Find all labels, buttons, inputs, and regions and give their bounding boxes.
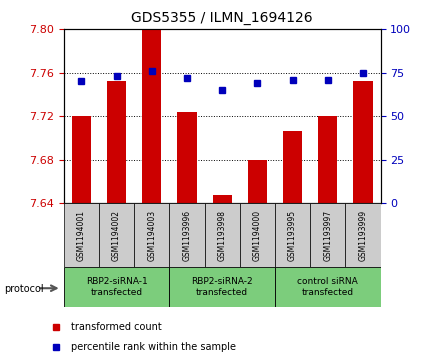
Bar xyxy=(134,203,169,267)
Text: percentile rank within the sample: percentile rank within the sample xyxy=(71,342,236,352)
Bar xyxy=(310,203,345,267)
Bar xyxy=(353,81,373,203)
Text: transformed count: transformed count xyxy=(71,322,162,332)
Bar xyxy=(240,203,275,267)
Text: GSM1194002: GSM1194002 xyxy=(112,209,121,261)
Text: GSM1193996: GSM1193996 xyxy=(183,209,191,261)
Bar xyxy=(64,203,99,267)
Bar xyxy=(275,267,381,307)
Bar xyxy=(318,116,337,203)
Bar xyxy=(99,203,134,267)
Text: RBP2-siRNA-1
transfected: RBP2-siRNA-1 transfected xyxy=(86,277,147,297)
Text: GSM1194003: GSM1194003 xyxy=(147,209,156,261)
Text: RBP2-siRNA-2
transfected: RBP2-siRNA-2 transfected xyxy=(191,277,253,297)
Bar xyxy=(205,203,240,267)
Bar xyxy=(275,203,310,267)
Bar xyxy=(169,203,205,267)
Text: protocol: protocol xyxy=(4,284,44,294)
Bar xyxy=(142,29,161,203)
Text: GSM1193997: GSM1193997 xyxy=(323,209,332,261)
Bar xyxy=(345,203,381,267)
Bar xyxy=(72,116,91,203)
Bar xyxy=(248,160,267,203)
Text: GSM1193999: GSM1193999 xyxy=(359,209,367,261)
Bar xyxy=(169,267,275,307)
Bar xyxy=(64,267,169,307)
Text: control siRNA
transfected: control siRNA transfected xyxy=(297,277,358,297)
Text: GSM1194001: GSM1194001 xyxy=(77,209,86,261)
Bar xyxy=(213,195,232,203)
Text: GSM1193998: GSM1193998 xyxy=(218,209,227,261)
Bar xyxy=(283,131,302,203)
Bar xyxy=(107,81,126,203)
Text: GSM1193995: GSM1193995 xyxy=(288,209,297,261)
Title: GDS5355 / ILMN_1694126: GDS5355 / ILMN_1694126 xyxy=(132,11,313,25)
Text: GSM1194000: GSM1194000 xyxy=(253,209,262,261)
Bar xyxy=(177,112,197,203)
